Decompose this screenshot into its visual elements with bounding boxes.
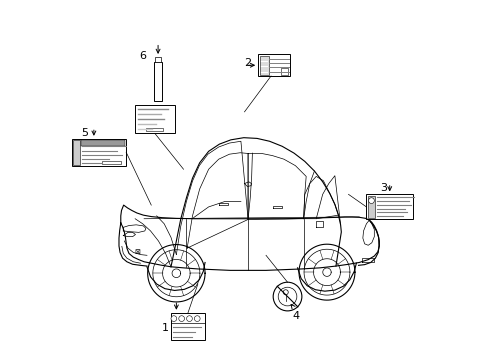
FancyBboxPatch shape bbox=[171, 313, 204, 339]
FancyBboxPatch shape bbox=[102, 161, 121, 164]
FancyBboxPatch shape bbox=[72, 139, 126, 166]
FancyBboxPatch shape bbox=[367, 196, 374, 218]
Circle shape bbox=[278, 287, 296, 306]
Circle shape bbox=[273, 282, 301, 311]
Text: 3: 3 bbox=[379, 183, 386, 193]
FancyBboxPatch shape bbox=[259, 56, 268, 75]
Text: ⊠: ⊠ bbox=[134, 249, 140, 255]
Bar bbox=[155, 57, 161, 62]
Circle shape bbox=[194, 316, 200, 321]
FancyBboxPatch shape bbox=[258, 54, 290, 76]
Circle shape bbox=[283, 290, 287, 295]
Circle shape bbox=[186, 316, 192, 321]
Text: 5: 5 bbox=[81, 129, 88, 138]
Circle shape bbox=[179, 316, 184, 321]
Text: 1: 1 bbox=[161, 323, 168, 333]
FancyBboxPatch shape bbox=[135, 105, 174, 134]
FancyBboxPatch shape bbox=[366, 194, 412, 220]
Text: 6: 6 bbox=[139, 51, 145, 61]
FancyBboxPatch shape bbox=[73, 140, 80, 165]
Circle shape bbox=[171, 316, 176, 321]
FancyBboxPatch shape bbox=[281, 68, 288, 75]
FancyBboxPatch shape bbox=[146, 129, 163, 131]
Bar bbox=[154, 62, 162, 101]
Text: 4: 4 bbox=[292, 311, 300, 320]
FancyBboxPatch shape bbox=[81, 140, 124, 146]
Text: 2: 2 bbox=[244, 58, 251, 68]
Circle shape bbox=[368, 198, 373, 203]
